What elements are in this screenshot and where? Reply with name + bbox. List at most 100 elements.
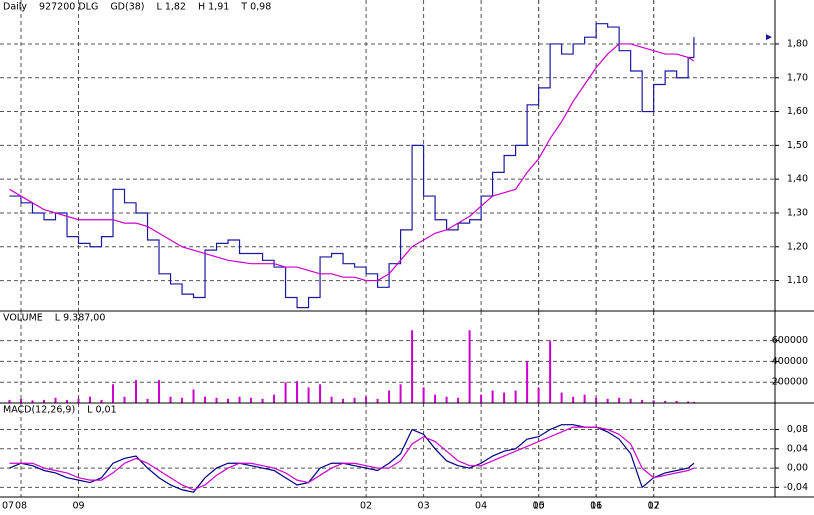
x-tick-label: 05 [533,501,545,512]
header-label: VOLUME [3,313,43,324]
volume-bar [66,399,69,403]
volume-bar [480,394,483,403]
volume-bar [319,384,322,403]
volume-bar [491,390,494,403]
volume-bar [652,400,655,403]
volume-bar [250,397,253,403]
volume-bar [514,390,517,403]
x-tick-label: 10 [533,501,545,512]
x-tick-label: 04 [475,501,487,512]
y-tick-label: 400000 [772,356,808,367]
x-tick-label: 07 [2,501,14,512]
volume-bar [629,398,632,403]
y-tick-label: 1,50 [787,140,808,151]
y-tick-label: 1,60 [787,106,808,117]
header-label: MACD(12,26,9) [3,405,75,416]
y-tick-label: 200000 [772,377,808,388]
volume-bar [388,390,391,403]
volume-bar [411,330,414,403]
volume-bar [307,387,310,403]
volume-bar [192,389,195,403]
volume-bar [227,398,230,403]
volume-bar [468,330,471,403]
y-tick-label: 0,04 [787,443,808,454]
volume-bar [204,396,207,403]
x-tick-label: 07 [648,501,660,512]
volume-bar [100,399,103,403]
volume-bar [618,397,621,403]
volume-bar [583,394,586,403]
x-tick-label: 12 [648,501,660,512]
volume-bar [181,397,184,403]
x-tick-label: 11 [590,501,602,512]
x-tick-label: 03 [418,501,430,512]
volume-bar [31,400,34,403]
volume-bar [169,396,172,403]
volume-bar [457,397,460,403]
volume-bar [77,398,80,403]
volume-bar [399,384,402,403]
y-tick-label: 1,80 [787,38,808,49]
volume-bar [158,380,161,403]
volume-bar [526,361,529,403]
series-line [9,43,695,282]
volume-bar [146,398,149,403]
volume-bar [572,396,575,403]
x-tick-label: 02 [360,501,372,512]
y-tick-label: 0,00 [787,463,808,474]
volume-bar [595,397,598,403]
volume-bar [123,396,126,403]
volume-bar [537,387,540,403]
volume-bar [342,398,345,403]
volume-bar [664,400,667,403]
volume-bar [675,400,678,403]
x-tick-label: 06 [590,501,602,512]
volume-bar [284,382,287,403]
volume-bar [135,380,138,403]
y-tick-label: 1,70 [787,72,808,83]
volume-bar [434,394,437,403]
volume-bar [606,398,609,403]
y-tick-label: 600000 [772,335,808,346]
volume-bar [549,340,552,403]
header-label: 927200 DLG [39,2,98,13]
volume-bar [330,396,333,403]
volume-bar [261,398,264,403]
volume-bar [445,396,448,403]
header-label: GD(38) [110,2,144,13]
volume-bar [692,401,695,403]
y-tick-label: 1,40 [787,174,808,185]
y-tick-label: 1,30 [787,207,808,218]
volume-bar [687,401,690,403]
series-line [9,23,695,309]
header-label: T 0,98 [240,2,271,13]
volume-bar [238,396,241,403]
volume-bar [8,399,11,403]
volume-bar [503,392,506,403]
series-line [9,426,695,491]
volume-bar [89,396,92,403]
volume-bar [112,384,115,403]
volume-bar [19,398,22,403]
volume-bar [42,399,45,403]
volume-bar [560,392,563,403]
y-tick-label: 0,08 [787,424,808,435]
x-tick-label: 08 [15,501,27,512]
y-tick-label: -0,04 [783,482,808,493]
volume-bar [273,394,276,403]
y-tick-label: 1,10 [787,275,808,286]
last-price-arrow [766,34,772,41]
volume-bar [296,381,299,403]
header-label: L 9.387,00 [55,313,106,324]
x-tick-label: 09 [72,501,84,512]
header-label: H 1,91 [198,2,229,13]
y-tick-label: 1,20 [787,241,808,252]
volume-bar [54,397,57,403]
volume-bar [376,398,379,403]
header-label: Daily [3,2,27,13]
volume-bar [641,399,644,403]
volume-bar [365,396,368,403]
header-label: L 1,82 [157,2,186,13]
volume-bar [215,397,218,403]
